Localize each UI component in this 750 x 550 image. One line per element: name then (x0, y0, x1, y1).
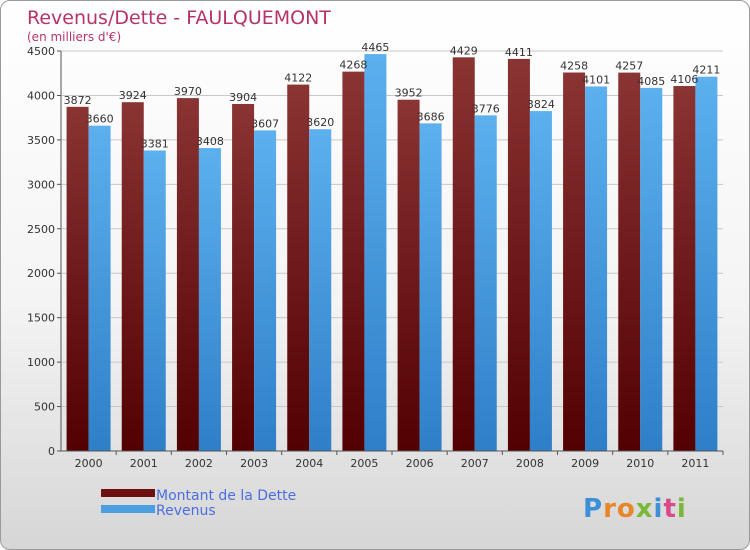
data-label-revenus: 4085 (637, 75, 665, 88)
bar-dette-2003 (232, 103, 255, 451)
data-label-dette: 4411 (505, 46, 533, 59)
data-label-dette: 4257 (615, 60, 643, 73)
bar-revenus-2010 (640, 87, 663, 451)
logo-letter: t (663, 494, 676, 524)
data-label-revenus: 3660 (86, 113, 114, 126)
bar-dette-2008 (507, 58, 530, 452)
bar-revenus-2005 (364, 54, 387, 451)
x-tick-label: 2001 (130, 457, 158, 470)
legend-swatch-dette (101, 489, 155, 497)
x-tick-label: 2002 (185, 457, 213, 470)
data-label-revenus: 3620 (306, 116, 334, 129)
logo-letter: x (636, 494, 654, 524)
data-label-dette: 4429 (450, 44, 478, 57)
bar-dette-2010 (618, 72, 641, 451)
bars-layer (66, 54, 718, 452)
bar-revenus-2003 (254, 130, 277, 451)
data-label-dette: 3970 (174, 85, 202, 98)
bar-dette-2001 (121, 102, 144, 451)
data-label-revenus: 4211 (692, 64, 720, 77)
data-label-dette: 4258 (560, 60, 588, 73)
bar-dette-2005 (342, 71, 365, 451)
bar-dette-2004 (287, 84, 310, 451)
y-tick-label: 3500 (27, 134, 55, 147)
data-label-revenus: 3381 (141, 137, 169, 150)
data-label-dette: 4268 (339, 59, 367, 72)
bar-revenus-2009 (585, 86, 608, 451)
bar-revenus-2004 (309, 129, 332, 451)
data-label-revenus: 3824 (527, 98, 555, 111)
bar-dette-2007 (452, 57, 475, 452)
y-tick-label: 2000 (27, 267, 55, 280)
data-label-dette: 3924 (119, 89, 147, 102)
bar-dette-2000 (66, 106, 89, 452)
y-tick-label: 1000 (27, 356, 55, 369)
x-tick-label: 2010 (626, 457, 654, 470)
legend-label-revenus: Revenus (156, 503, 216, 519)
data-label-dette: 3952 (395, 87, 423, 100)
data-label-dette: 3872 (64, 94, 92, 107)
bar-dette-2002 (176, 98, 199, 451)
y-tick-label: 4000 (27, 89, 55, 102)
bar-revenus-2008 (529, 111, 552, 451)
logo-letter: o (617, 494, 636, 524)
labels-layer: 3872 3660 3924 3381 3970 3408 3904 3607 4122 3620… (64, 41, 721, 150)
y-tick-label: 1500 (27, 312, 55, 325)
x-tick-label: 2011 (681, 457, 709, 470)
bar-revenus-2006 (419, 123, 442, 451)
logo-letter: P (583, 494, 603, 524)
x-tick-label: 2000 (75, 457, 103, 470)
data-label-revenus: 3607 (251, 117, 279, 130)
legend: Montant de la Dette Revenus (101, 488, 296, 519)
data-label-dette: 3904 (229, 91, 257, 104)
bar-dette-2009 (563, 72, 586, 451)
data-label-revenus: 3686 (417, 110, 445, 123)
proxiti-logo: Proxiti (583, 494, 687, 524)
y-tick-label: 0 (48, 445, 55, 458)
bar-revenus-2001 (143, 150, 166, 451)
data-label-revenus: 3776 (472, 102, 500, 115)
legend-swatch-revenus (101, 505, 155, 513)
logo-letter: r (603, 494, 617, 524)
logo-letter: i (654, 494, 664, 524)
y-tick-label: 2500 (27, 223, 55, 236)
bar-revenus-2007 (474, 115, 497, 451)
legend-label-dette: Montant de la Dette (156, 488, 296, 504)
data-label-revenus: 4465 (361, 41, 389, 54)
chart-title: Revenus/Dette - FAULQUEMONT (27, 7, 331, 29)
data-label-dette: 4106 (670, 73, 698, 86)
y-tick-label: 3000 (27, 178, 55, 191)
x-tick-label: 2003 (240, 457, 268, 470)
bar-dette-2006 (397, 99, 420, 451)
axis-layer: 0 500 1000 1500 2000 2500 3000 3500 4000 4500 2000… (27, 45, 724, 470)
bar-revenus-2000 (88, 125, 111, 452)
chart-subtitle: (en milliers d'€) (27, 30, 121, 44)
logo-letter: i (677, 494, 687, 524)
logo-text: Proxiti (583, 494, 687, 524)
bar-revenus-2011 (695, 76, 718, 451)
bar-revenus-2002 (198, 148, 221, 452)
y-tick-label: 4500 (27, 45, 55, 58)
x-tick-label: 2008 (516, 457, 544, 470)
data-label-revenus: 3408 (196, 135, 224, 148)
x-tick-label: 2005 (350, 457, 378, 470)
x-tick-label: 2004 (295, 457, 323, 470)
x-tick-label: 2007 (461, 457, 489, 470)
y-tick-label: 500 (34, 401, 55, 414)
grid-layer (61, 50, 723, 452)
data-label-revenus: 4101 (582, 73, 610, 86)
data-label-dette: 4122 (284, 72, 312, 85)
bar-dette-2011 (673, 86, 696, 452)
x-tick-label: 2006 (406, 457, 434, 470)
x-tick-label: 2009 (571, 457, 599, 470)
